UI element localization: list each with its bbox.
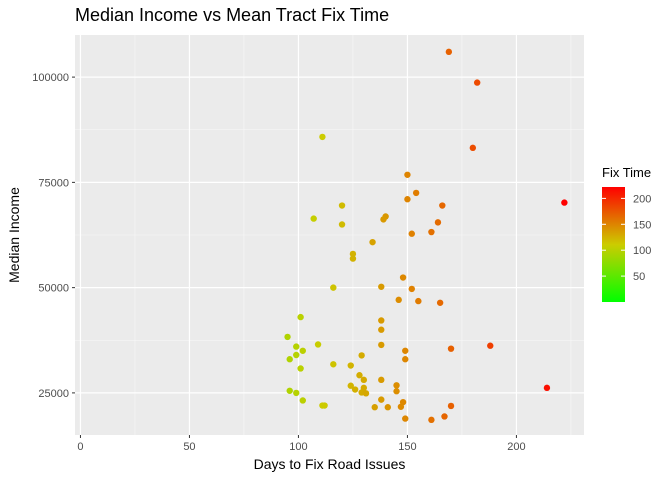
data-point bbox=[319, 133, 326, 141]
data-point bbox=[441, 413, 448, 420]
x-axis-title: Days to Fix Road Issues bbox=[254, 456, 406, 472]
data-point bbox=[380, 216, 387, 223]
data-point bbox=[428, 228, 435, 236]
data-point bbox=[395, 296, 402, 304]
data-point bbox=[399, 274, 407, 281]
data-point bbox=[378, 376, 385, 384]
legend-tick-label: 150 bbox=[633, 219, 651, 231]
legend-tick-label: 200 bbox=[633, 193, 651, 205]
data-point bbox=[293, 343, 300, 350]
data-point bbox=[393, 382, 400, 389]
legend-tick-label: 50 bbox=[633, 271, 645, 283]
data-point bbox=[349, 250, 357, 258]
y-tick-label: 50000 bbox=[38, 283, 69, 295]
data-point bbox=[428, 416, 435, 424]
data-point bbox=[378, 396, 385, 403]
data-point bbox=[408, 285, 415, 293]
data-point bbox=[436, 299, 444, 306]
data-point bbox=[445, 48, 453, 56]
x-tick-label: 100 bbox=[289, 441, 307, 453]
data-point bbox=[349, 255, 357, 262]
data-point bbox=[330, 284, 337, 291]
data-point bbox=[362, 390, 370, 397]
data-point bbox=[347, 362, 354, 369]
data-point bbox=[286, 356, 293, 363]
data-point bbox=[299, 397, 306, 404]
data-point bbox=[293, 389, 300, 397]
x-tick-label: 0 bbox=[77, 441, 83, 453]
data-point bbox=[447, 345, 455, 352]
data-point bbox=[358, 352, 365, 359]
data-point bbox=[397, 403, 405, 410]
data-point bbox=[371, 404, 378, 411]
x-tick-label: 200 bbox=[507, 441, 525, 453]
data-point bbox=[378, 317, 385, 324]
data-point bbox=[369, 238, 376, 246]
data-point bbox=[393, 388, 400, 395]
data-point bbox=[297, 313, 304, 321]
data-point bbox=[338, 221, 346, 228]
data-point bbox=[378, 283, 385, 290]
axis-ticks: 0 50 100 150 200 25000 50000 75000 100000 bbox=[32, 72, 525, 453]
data-point bbox=[297, 365, 304, 372]
data-point bbox=[330, 361, 337, 368]
data-point bbox=[415, 297, 422, 305]
data-point bbox=[408, 230, 415, 237]
data-point bbox=[378, 341, 385, 349]
data-point bbox=[402, 347, 409, 354]
data-point bbox=[487, 342, 494, 349]
y-axis-title: Median Income bbox=[6, 187, 22, 283]
data-point bbox=[473, 79, 481, 86]
legend-tick-label: 100 bbox=[633, 245, 651, 257]
data-point bbox=[447, 402, 455, 410]
data-point bbox=[434, 219, 442, 226]
data-point bbox=[404, 171, 411, 178]
data-point bbox=[384, 404, 392, 411]
data-point bbox=[469, 144, 477, 152]
data-point bbox=[314, 341, 322, 348]
data-point bbox=[561, 199, 568, 206]
data-point bbox=[378, 326, 385, 333]
data-point bbox=[321, 402, 328, 409]
data-point bbox=[402, 415, 409, 422]
y-tick-label: 100000 bbox=[32, 72, 69, 84]
color-legend: Fix Time 200 150 100 50 bbox=[602, 165, 651, 302]
data-point bbox=[347, 382, 354, 389]
data-point bbox=[293, 351, 300, 359]
data-point bbox=[356, 372, 363, 379]
legend-colorbar bbox=[602, 187, 625, 302]
data-point bbox=[402, 356, 409, 363]
data-point bbox=[310, 215, 317, 222]
data-point bbox=[543, 384, 551, 392]
data-points bbox=[284, 48, 568, 424]
data-point bbox=[299, 347, 306, 354]
legend-title: Fix Time bbox=[602, 165, 651, 180]
x-tick-label: 50 bbox=[183, 441, 195, 453]
x-tick-label: 150 bbox=[398, 441, 416, 453]
data-point bbox=[439, 202, 446, 209]
data-point bbox=[284, 333, 291, 341]
data-point bbox=[404, 196, 411, 203]
y-tick-label: 25000 bbox=[38, 388, 69, 400]
data-point bbox=[338, 202, 346, 209]
data-point bbox=[412, 189, 420, 197]
chart-title: Median Income vs Mean Tract Fix Time bbox=[75, 5, 389, 25]
data-point bbox=[360, 376, 368, 384]
data-point bbox=[351, 386, 359, 393]
y-tick-label: 75000 bbox=[38, 177, 69, 189]
data-point bbox=[286, 387, 293, 394]
